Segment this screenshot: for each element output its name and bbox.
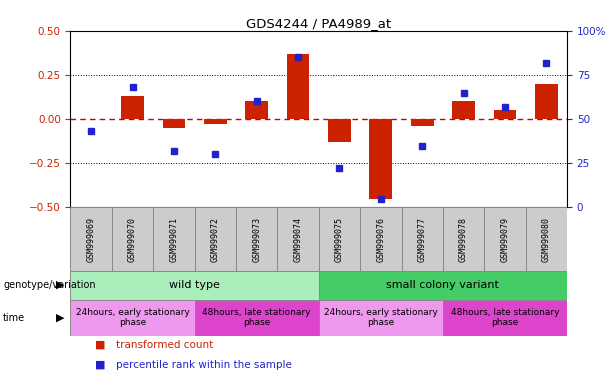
Text: GSM999075: GSM999075 xyxy=(335,217,344,262)
Bar xyxy=(319,300,443,336)
Bar xyxy=(526,207,567,271)
Bar xyxy=(287,54,310,119)
Bar xyxy=(535,84,558,119)
Text: GSM999079: GSM999079 xyxy=(500,217,509,262)
Text: small colony variant: small colony variant xyxy=(386,280,500,290)
Bar xyxy=(245,101,268,119)
Bar xyxy=(70,271,319,300)
Bar xyxy=(70,207,112,271)
Text: GSM999073: GSM999073 xyxy=(252,217,261,262)
Bar xyxy=(162,119,185,128)
Text: GSM999077: GSM999077 xyxy=(417,217,427,262)
Text: transformed count: transformed count xyxy=(116,340,214,350)
Text: 24hours, early stationary
phase: 24hours, early stationary phase xyxy=(324,308,438,328)
Text: GSM999071: GSM999071 xyxy=(169,217,178,262)
Text: GSM999076: GSM999076 xyxy=(376,217,386,262)
Text: ▶: ▶ xyxy=(56,313,64,323)
Bar xyxy=(319,271,567,300)
Text: GSM999074: GSM999074 xyxy=(294,217,303,262)
Text: percentile rank within the sample: percentile rank within the sample xyxy=(116,360,292,370)
Text: GSM999069: GSM999069 xyxy=(86,217,96,262)
Text: genotype/variation: genotype/variation xyxy=(3,280,96,290)
Bar xyxy=(328,119,351,142)
Bar xyxy=(443,300,567,336)
Bar xyxy=(70,300,195,336)
Text: GSM999070: GSM999070 xyxy=(128,217,137,262)
Bar xyxy=(402,207,443,271)
Bar xyxy=(493,110,516,119)
Text: wild type: wild type xyxy=(169,280,220,290)
Bar xyxy=(452,101,475,119)
Bar xyxy=(195,207,236,271)
Bar xyxy=(153,207,195,271)
Text: GSM999078: GSM999078 xyxy=(459,217,468,262)
Bar xyxy=(277,207,319,271)
Title: GDS4244 / PA4989_at: GDS4244 / PA4989_at xyxy=(246,17,391,30)
Text: ■: ■ xyxy=(95,360,105,370)
Bar xyxy=(204,119,227,124)
Text: GSM999072: GSM999072 xyxy=(211,217,220,262)
Bar xyxy=(121,96,144,119)
Bar xyxy=(236,207,277,271)
Bar xyxy=(484,207,526,271)
Bar xyxy=(112,207,153,271)
Bar xyxy=(195,300,319,336)
Text: GSM999080: GSM999080 xyxy=(542,217,551,262)
Text: time: time xyxy=(3,313,25,323)
Text: 24hours, early stationary
phase: 24hours, early stationary phase xyxy=(75,308,189,328)
Bar xyxy=(360,207,402,271)
Text: ■: ■ xyxy=(95,340,105,350)
Bar xyxy=(370,119,392,199)
Text: ▶: ▶ xyxy=(56,280,64,290)
Text: 48hours, late stationary
phase: 48hours, late stationary phase xyxy=(451,308,559,328)
Bar xyxy=(319,207,360,271)
Bar xyxy=(443,207,484,271)
Bar xyxy=(411,119,433,126)
Text: 48hours, late stationary
phase: 48hours, late stationary phase xyxy=(202,308,311,328)
